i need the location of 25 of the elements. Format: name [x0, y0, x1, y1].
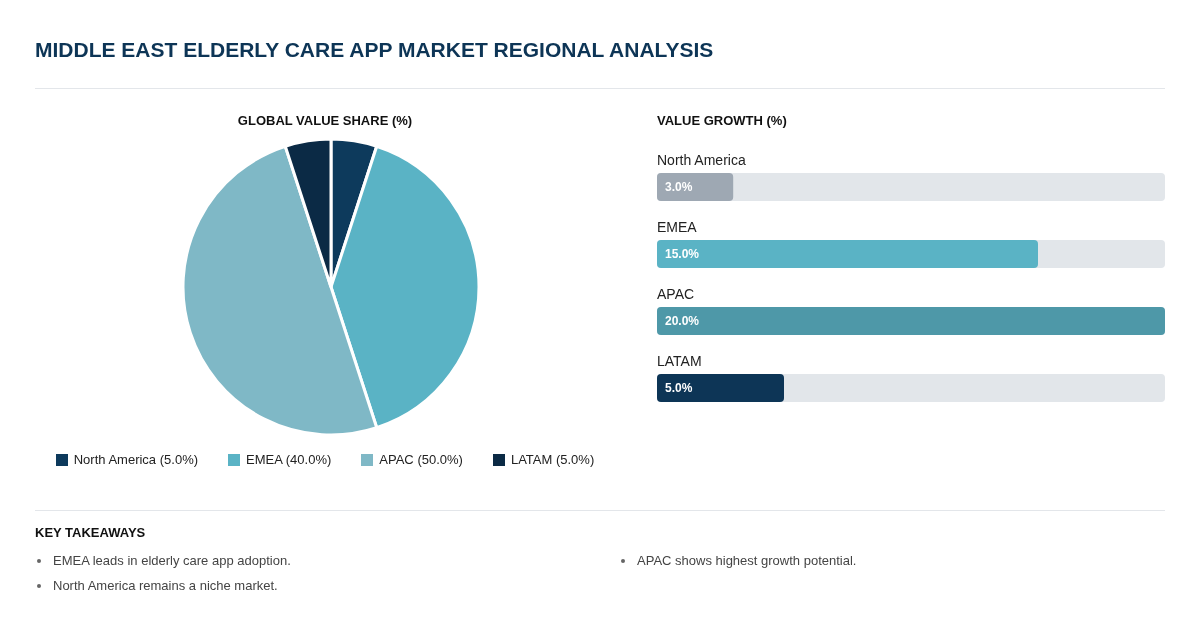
data-label: (5.0%) — [159, 452, 199, 467]
category-label: LATAM — [657, 353, 702, 369]
legend-label: APAC — [379, 452, 414, 467]
data-label: 15.0% — [665, 247, 700, 261]
data-label: (50.0%) — [417, 452, 463, 467]
data-label: (40.0%) — [285, 452, 332, 467]
text: North America remains a niche market. — [53, 577, 278, 595]
category-label: EMEA — [657, 219, 697, 235]
data-label: (5.0%) — [555, 452, 595, 467]
text: KEY TAKEAWAYS — [35, 525, 147, 540]
chart-title: GLOBAL VALUE SHARE (%) — [236, 113, 414, 128]
category-label: APAC — [657, 286, 695, 302]
data-label: 20.0% — [665, 314, 700, 328]
text: MIDDLE EAST ELDERLY CARE APP MARKET REGIONAL ANALYSIS — [35, 38, 714, 62]
legend-label: LATAM — [510, 452, 553, 467]
legend-label: North America — [73, 452, 157, 467]
data-label: 3.0% — [665, 180, 693, 194]
text: APAC shows highest growth potential. — [637, 552, 857, 570]
bar — [657, 374, 784, 402]
bar — [657, 173, 734, 201]
category-label: North America — [657, 152, 746, 168]
legend-label: EMEA — [246, 452, 283, 467]
text: EMEA leads in elderly care app adoption. — [53, 552, 291, 570]
chart-title: VALUE GROWTH (%) — [657, 113, 788, 128]
data-label: 5.0% — [665, 381, 693, 395]
